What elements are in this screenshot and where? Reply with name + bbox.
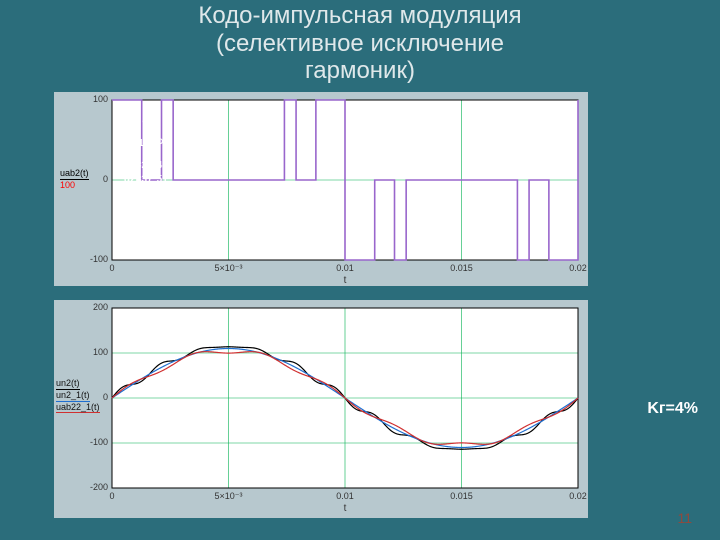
slide-title: Кодо-импульсная модуляция (селективное и… [0, 0, 720, 85]
title-l3: гармоник) [305, 57, 415, 84]
title-l1: Кодо-импульсная модуляция [198, 2, 521, 29]
title-l2: (селективное исключение [216, 30, 504, 57]
kg-coefficient: Kг=4% [647, 400, 698, 418]
page-number: 11 [677, 510, 692, 526]
chart-harmonics: 05×10⁻³0.010.0150.02-200-1000100200tun2(… [54, 300, 588, 518]
chart-pulse-modulation: 05×10⁻³0.010.0150.02-1000100tuab2(t)100α… [54, 92, 588, 286]
